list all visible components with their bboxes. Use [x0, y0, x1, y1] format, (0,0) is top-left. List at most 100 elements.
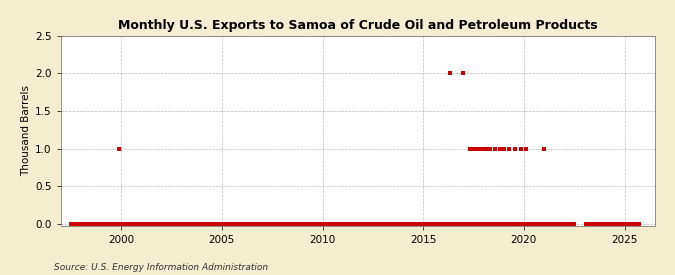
Point [615, 222, 626, 226]
Point [204, 222, 215, 226]
Point [126, 222, 136, 226]
Point [130, 222, 141, 226]
Point [153, 222, 163, 226]
Point [154, 222, 165, 226]
Point [315, 222, 325, 226]
Point [234, 222, 245, 226]
Point [84, 222, 95, 226]
Point [468, 147, 479, 151]
Point [473, 222, 484, 226]
Point [238, 222, 248, 226]
Point [174, 222, 185, 226]
Point [427, 222, 437, 226]
Point [408, 222, 418, 226]
Point [465, 147, 476, 151]
Point [564, 222, 574, 226]
Point [376, 222, 387, 226]
Point [602, 222, 613, 226]
Point [124, 222, 135, 226]
Point [468, 222, 479, 226]
Point [386, 222, 397, 226]
Point [510, 147, 521, 151]
Point [101, 222, 111, 226]
Point [532, 222, 543, 226]
Point [430, 222, 441, 226]
Point [186, 222, 196, 226]
Point [319, 222, 330, 226]
Point [605, 222, 616, 226]
Point [121, 222, 132, 226]
Point [443, 222, 454, 226]
Point [290, 222, 300, 226]
Point [269, 222, 280, 226]
Point [80, 222, 91, 226]
Point [304, 222, 315, 226]
Point [472, 147, 483, 151]
Point [224, 222, 235, 226]
Point [628, 222, 639, 226]
Point [293, 222, 304, 226]
Point [582, 222, 593, 226]
Point [256, 222, 267, 226]
Point [134, 222, 144, 226]
Point [600, 222, 611, 226]
Point [308, 222, 319, 226]
Point [194, 222, 205, 226]
Point [453, 222, 464, 226]
Point [526, 222, 537, 226]
Point [440, 222, 451, 226]
Point [550, 222, 561, 226]
Point [378, 222, 389, 226]
Point [388, 222, 399, 226]
Point [213, 222, 223, 226]
Point [209, 222, 220, 226]
Point [351, 222, 362, 226]
Point [142, 222, 153, 226]
Point [248, 222, 259, 226]
Point [513, 222, 524, 226]
Point [169, 222, 180, 226]
Point [301, 222, 312, 226]
Point [562, 222, 572, 226]
Point [338, 222, 348, 226]
Point [627, 222, 638, 226]
Point [396, 222, 407, 226]
Point [456, 222, 467, 226]
Point [86, 222, 97, 226]
Point [465, 222, 476, 226]
Point [406, 222, 417, 226]
Point [585, 222, 596, 226]
Point [490, 147, 501, 151]
Point [475, 222, 486, 226]
Point [431, 222, 442, 226]
Point [515, 222, 526, 226]
Point [254, 222, 265, 226]
Point [136, 222, 146, 226]
Point [333, 222, 344, 226]
Point [242, 222, 253, 226]
Point [128, 222, 138, 226]
Point [515, 147, 526, 151]
Point [618, 222, 629, 226]
Point [192, 222, 203, 226]
Point [200, 222, 211, 226]
Point [188, 222, 198, 226]
Point [522, 222, 533, 226]
Point [508, 222, 519, 226]
Point [95, 222, 106, 226]
Point [402, 222, 412, 226]
Point [274, 222, 285, 226]
Point [547, 222, 558, 226]
Point [67, 222, 78, 226]
Point [189, 222, 200, 226]
Point [239, 222, 250, 226]
Point [428, 222, 439, 226]
Point [523, 222, 534, 226]
Point [236, 222, 246, 226]
Point [288, 222, 298, 226]
Point [346, 222, 357, 226]
Point [518, 222, 529, 226]
Point [360, 222, 371, 226]
Point [403, 222, 414, 226]
Point [620, 222, 631, 226]
